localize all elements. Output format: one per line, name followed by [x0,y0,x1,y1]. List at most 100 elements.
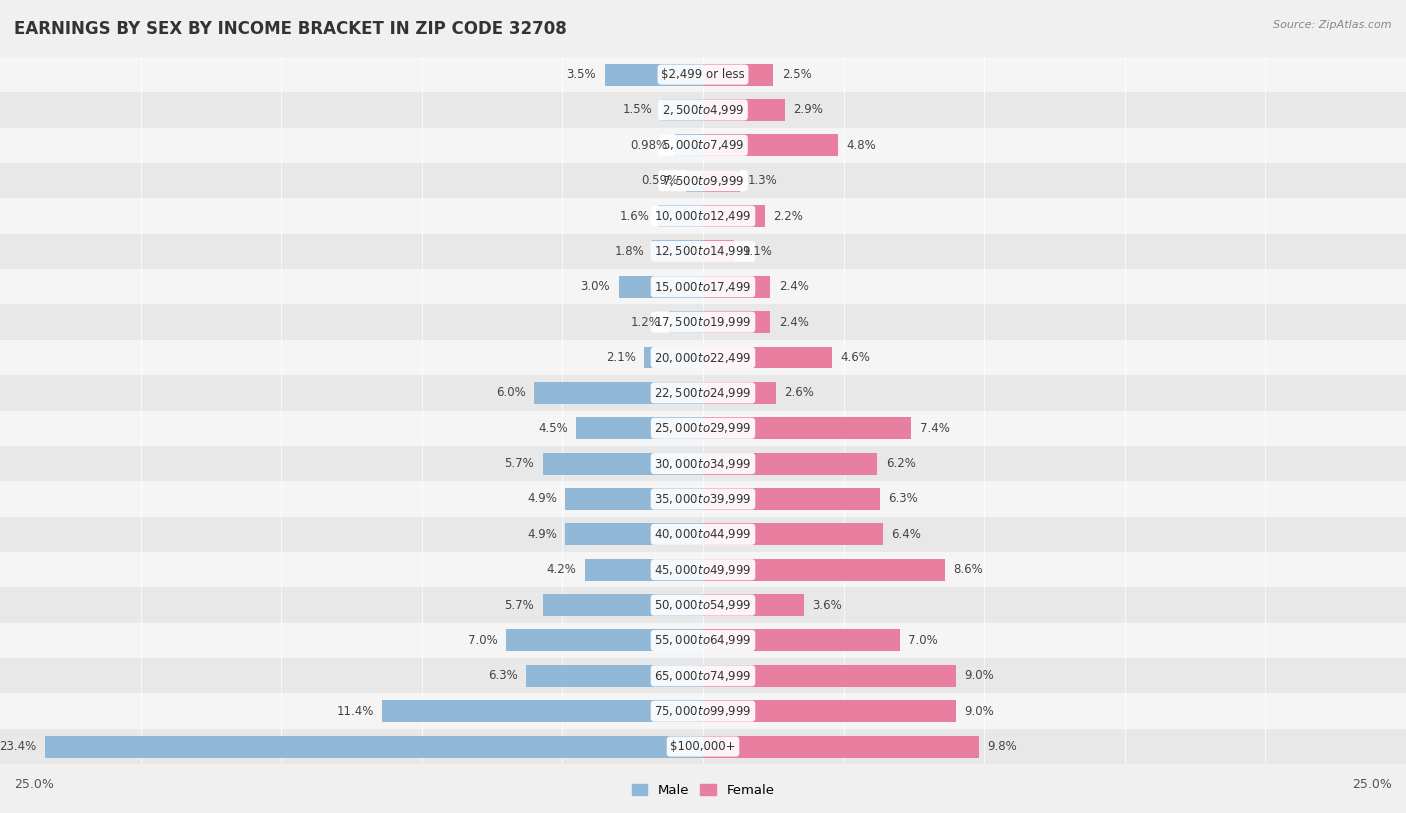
Bar [703,524,883,546]
Bar [0,198,1406,234]
Bar [703,559,945,580]
Text: 1.1%: 1.1% [742,245,772,258]
Text: 0.59%: 0.59% [641,174,678,187]
Bar [0,659,1406,693]
Bar [0,128,1406,163]
Bar [543,453,703,475]
Text: $2,499 or less: $2,499 or less [661,68,745,81]
Text: 2.9%: 2.9% [793,103,823,116]
Text: $25,000 to $29,999: $25,000 to $29,999 [654,421,752,435]
Bar [703,700,956,722]
Text: 5.7%: 5.7% [505,598,534,611]
Text: 3.5%: 3.5% [567,68,596,81]
Bar [703,170,740,192]
Text: $20,000 to $22,499: $20,000 to $22,499 [654,350,752,364]
Text: 3.6%: 3.6% [813,598,842,611]
Bar [0,411,1406,446]
Bar [0,481,1406,517]
Text: $5,000 to $7,499: $5,000 to $7,499 [662,138,744,152]
Bar [585,559,703,580]
Text: 2.5%: 2.5% [782,68,811,81]
Bar [576,417,703,439]
Bar [686,170,703,192]
Text: 1.5%: 1.5% [623,103,652,116]
Bar [0,305,1406,340]
Bar [703,488,880,510]
Bar [0,693,1406,729]
Bar [0,552,1406,587]
Text: $10,000 to $12,499: $10,000 to $12,499 [654,209,752,223]
Text: 11.4%: 11.4% [336,705,374,718]
Text: 4.2%: 4.2% [547,563,576,576]
Text: 2.6%: 2.6% [785,386,814,399]
Bar [675,134,703,156]
Text: 6.0%: 6.0% [496,386,526,399]
Text: $40,000 to $44,999: $40,000 to $44,999 [654,528,752,541]
Text: 9.0%: 9.0% [965,705,994,718]
Text: 2.1%: 2.1% [606,351,636,364]
Bar [703,63,773,85]
Bar [0,587,1406,623]
Text: 9.0%: 9.0% [965,669,994,682]
Text: $100,000+: $100,000+ [671,740,735,753]
Bar [703,594,804,616]
Text: 7.0%: 7.0% [908,634,938,647]
Text: Source: ZipAtlas.com: Source: ZipAtlas.com [1274,20,1392,30]
Bar [703,99,785,121]
Text: 9.8%: 9.8% [987,740,1017,753]
Text: 2.4%: 2.4% [779,280,808,293]
Text: 1.6%: 1.6% [620,210,650,223]
Text: 25.0%: 25.0% [1353,778,1392,791]
Text: 0.98%: 0.98% [630,139,666,152]
Text: $50,000 to $54,999: $50,000 to $54,999 [654,598,752,612]
Bar [526,665,703,687]
Bar [658,205,703,227]
Bar [619,276,703,298]
Text: 7.4%: 7.4% [920,422,949,435]
Bar [703,629,900,651]
Text: 6.4%: 6.4% [891,528,921,541]
Text: $35,000 to $39,999: $35,000 to $39,999 [654,492,752,506]
Text: 6.2%: 6.2% [886,457,915,470]
Text: 2.2%: 2.2% [773,210,803,223]
Text: $15,000 to $17,499: $15,000 to $17,499 [654,280,752,293]
Text: 4.8%: 4.8% [846,139,876,152]
Bar [644,346,703,368]
Bar [605,63,703,85]
Text: 8.6%: 8.6% [953,563,983,576]
Bar [703,382,776,404]
Bar [703,276,770,298]
Text: $12,500 to $14,999: $12,500 to $14,999 [654,245,752,259]
Text: $17,500 to $19,999: $17,500 to $19,999 [654,315,752,329]
Legend: Male, Female: Male, Female [626,778,780,802]
Bar [0,93,1406,128]
Text: $75,000 to $99,999: $75,000 to $99,999 [654,704,752,718]
Bar [0,163,1406,198]
Bar [703,453,877,475]
Bar [534,382,703,404]
Bar [703,311,770,333]
Bar [703,241,734,263]
Text: 1.3%: 1.3% [748,174,778,187]
Text: 7.0%: 7.0% [468,634,498,647]
Bar [703,134,838,156]
Bar [661,99,703,121]
Text: 23.4%: 23.4% [0,740,37,753]
Bar [652,241,703,263]
Bar [669,311,703,333]
Text: $7,500 to $9,999: $7,500 to $9,999 [662,174,744,188]
Text: 2.4%: 2.4% [779,315,808,328]
Bar [0,340,1406,376]
Text: 25.0%: 25.0% [14,778,53,791]
Bar [703,665,956,687]
Text: $22,500 to $24,999: $22,500 to $24,999 [654,386,752,400]
Text: 4.6%: 4.6% [841,351,870,364]
Bar [703,205,765,227]
Text: 4.9%: 4.9% [527,493,557,506]
Bar [703,346,832,368]
Bar [0,57,1406,92]
Text: $30,000 to $34,999: $30,000 to $34,999 [654,457,752,471]
Bar [565,524,703,546]
Text: 1.2%: 1.2% [631,315,661,328]
Text: 6.3%: 6.3% [889,493,918,506]
